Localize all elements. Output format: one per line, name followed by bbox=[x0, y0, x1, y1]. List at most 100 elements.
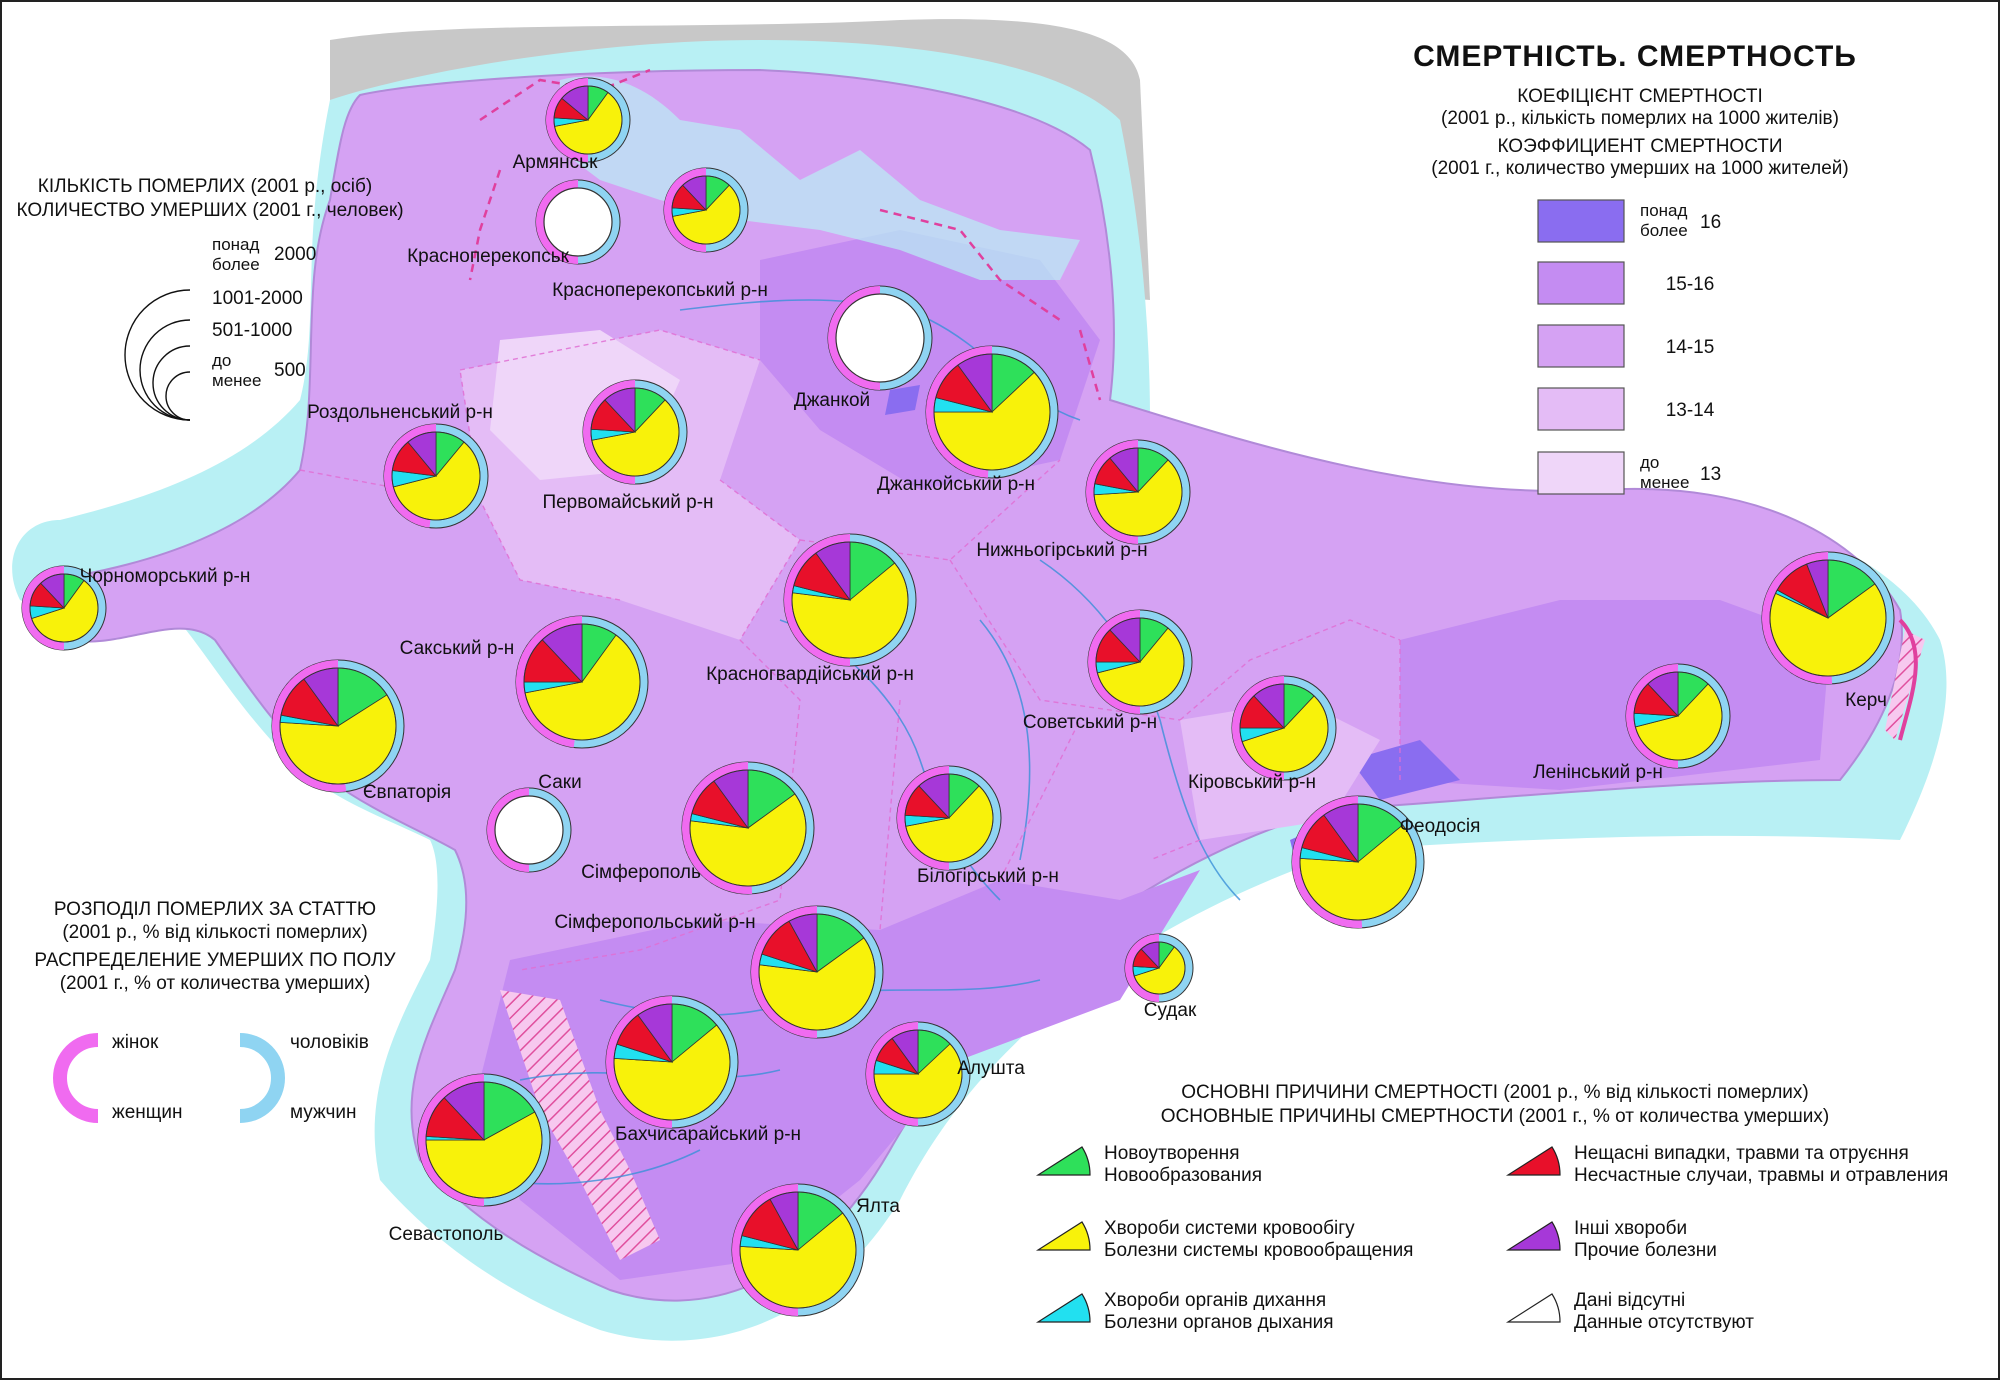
pie-no-data-16 bbox=[494, 795, 564, 865]
cause-label-ru-0: Новообразования bbox=[1104, 1165, 1262, 1186]
pie-outline-5 bbox=[391, 431, 481, 521]
pie-outline-10 bbox=[523, 623, 641, 741]
cause-swatch-4 bbox=[1505, 1221, 1561, 1251]
rate-class-value-0: 16 bbox=[1700, 212, 1721, 233]
place-label-17: Сімферополь bbox=[581, 862, 701, 883]
pie-14 bbox=[1625, 663, 1731, 769]
pie-10 bbox=[515, 615, 649, 749]
size-legend-title-ua: КІЛЬКІСТЬ ПОМЕРЛИХ (2001 р., осіб) bbox=[38, 176, 372, 197]
pie-outline-9 bbox=[791, 541, 909, 659]
place-label-18: Білогірський р-н bbox=[917, 866, 1059, 887]
size-class-top-3: до bbox=[212, 351, 231, 370]
sex-legend-sub-ru: (2001 г., % от количества умерших) bbox=[60, 973, 371, 994]
place-label-3: Джанкой bbox=[794, 390, 870, 411]
size-legend: КІЛЬКІСТЬ ПОМЕРЛИХ (2001 р., осіб) КОЛИЧ… bbox=[16, 176, 404, 421]
place-label-2: Красноперекопський р-н bbox=[552, 280, 768, 301]
cause-label-ua-3: Нещасні випадки, травми та отруєння bbox=[1574, 1143, 1909, 1164]
place-label-25: Ялта bbox=[856, 1196, 900, 1217]
male-arc-symbol bbox=[239, 1033, 285, 1123]
pie-11 bbox=[271, 659, 405, 793]
size-legend-arcs bbox=[124, 289, 191, 421]
lake-djankoi bbox=[885, 385, 920, 415]
rate-swatch-2 bbox=[1537, 324, 1625, 368]
cause-label-ru-5: Данные отсутствуют bbox=[1574, 1312, 1754, 1333]
pie-9 bbox=[783, 533, 917, 667]
cause-label-ua-1: Хвороби системи кровообігу bbox=[1104, 1218, 1355, 1239]
rate-legend-title-ru: КОЭФФИЦИЕНТ СМЕРТНОСТИ bbox=[1497, 136, 1782, 157]
size-class-bottom-3: менее bbox=[212, 371, 261, 390]
pie-13 bbox=[1231, 675, 1337, 781]
female-arc-symbol bbox=[53, 1033, 99, 1123]
causes-legend-title-ru: ОСНОВНЫЕ ПРИЧИНЫ СМЕРТНОСТИ (2001 г., % … bbox=[1161, 1106, 1829, 1127]
pie-outline-22 bbox=[613, 1003, 731, 1121]
place-label-20: Сімферопольський р-н bbox=[554, 912, 755, 933]
size-class-value-3: 500 bbox=[274, 360, 306, 381]
size-arc-4 bbox=[124, 289, 191, 421]
place-label-5: Роздольненський р-н bbox=[307, 402, 493, 423]
pie-21 bbox=[1124, 933, 1194, 1003]
place-label-6: Первомайський р-н bbox=[542, 492, 713, 513]
pie-outline-23 bbox=[873, 1029, 963, 1119]
place-label-19: Феодосія bbox=[1400, 816, 1481, 837]
pie-0 bbox=[545, 77, 631, 163]
pie-outline-13 bbox=[1239, 683, 1329, 773]
place-label-15: Керч bbox=[1845, 690, 1887, 711]
cause-legend-item-3: Нещасні випадки, травми та отруєнняНесча… bbox=[1505, 1143, 1948, 1186]
pie-8 bbox=[21, 565, 107, 651]
place-label-10: Сакський р-н bbox=[400, 638, 515, 659]
pie-22 bbox=[605, 995, 739, 1129]
pie-outline-15 bbox=[1769, 559, 1887, 677]
page-title: СМЕРТНІСТЬ. СМЕРТНОСТЬ bbox=[1413, 40, 1857, 73]
pie-1 bbox=[535, 179, 621, 265]
place-label-11: Євпаторія bbox=[363, 782, 451, 803]
size-arc-2 bbox=[152, 345, 191, 421]
rate-swatch-3 bbox=[1537, 387, 1625, 431]
pie-outline-19 bbox=[1299, 803, 1417, 921]
place-label-23: Алушта bbox=[957, 1058, 1025, 1079]
pie-4 bbox=[925, 345, 1059, 479]
pie-17 bbox=[681, 761, 815, 895]
region-south bbox=[480, 870, 1200, 1280]
place-label-16: Саки bbox=[538, 772, 581, 793]
pie-no-data-3 bbox=[835, 293, 925, 383]
sex-legend-title-ua: РОЗПОДІЛ ПОМЕРЛИХ ЗА СТАТТЮ bbox=[54, 899, 376, 920]
rate-class-bottom-4: менее bbox=[1640, 473, 1689, 492]
pie-outline-6 bbox=[590, 387, 680, 477]
place-label-22: Бахчисарайський р-н bbox=[615, 1124, 801, 1145]
cause-swatch-1 bbox=[1035, 1221, 1091, 1251]
cause-label-ru-3: Несчастные случаи, травмы и отравления bbox=[1574, 1165, 1948, 1186]
pie-outline-12 bbox=[1095, 617, 1185, 707]
pie-outline-8 bbox=[29, 573, 99, 643]
cause-swatch-2 bbox=[1035, 1293, 1091, 1323]
cause-label-ua-4: Інші хвороби bbox=[1574, 1218, 1687, 1239]
place-label-9: Красногвардійський р-н bbox=[706, 664, 914, 685]
kerch-strait-line bbox=[1898, 618, 1918, 741]
size-arc-3 bbox=[139, 319, 191, 421]
pie-25 bbox=[731, 1183, 865, 1317]
pie-3 bbox=[827, 285, 933, 391]
causes-legend: ОСНОВНІ ПРИЧИНИ СМЕРТНОСТІ (2001 р., % в… bbox=[1035, 1082, 1948, 1333]
cause-label-ua-5: Дані відсутні bbox=[1574, 1290, 1685, 1311]
rate-legend-sub-ua: (2001 р., кількість померлих на 1000 жит… bbox=[1441, 108, 1839, 129]
pie-outline-17 bbox=[689, 769, 807, 887]
rate-class-value-2: 14-15 bbox=[1666, 337, 1715, 358]
rate-class-bottom-0: более bbox=[1640, 221, 1688, 240]
pie-6 bbox=[582, 379, 688, 485]
cause-swatch-0 bbox=[1035, 1146, 1091, 1176]
causes-legend-title-ua: ОСНОВНІ ПРИЧИНИ СМЕРТНОСТІ (2001 р., % в… bbox=[1181, 1082, 1808, 1103]
place-label-21: Судак bbox=[1144, 1000, 1197, 1021]
cause-swatch-5 bbox=[1505, 1293, 1561, 1323]
pie-outline-21 bbox=[1132, 941, 1186, 995]
pie-2 bbox=[663, 167, 749, 253]
place-label-4: Джанкойський р-н bbox=[877, 474, 1035, 495]
rate-legend-sub-ru: (2001 г., количество умерших на 1000 жит… bbox=[1431, 158, 1848, 179]
cause-swatch-3 bbox=[1505, 1146, 1561, 1176]
pie-outline-4 bbox=[933, 353, 1051, 471]
